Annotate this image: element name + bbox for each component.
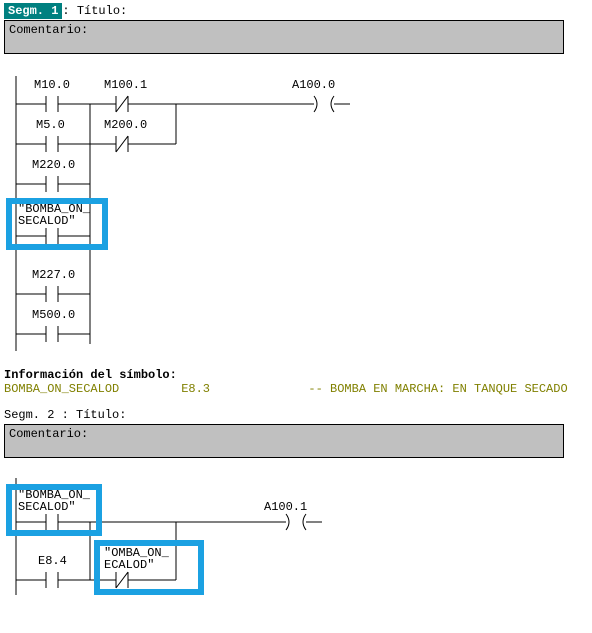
segment-2-ladder: "BOMBA_ON_ SECALOD" A100.1 E8.4 "OMBA_ON… [4,470,588,600]
contact-label: SECALOD" [18,214,76,228]
segment-2-svg: "BOMBA_ON_ SECALOD" A100.1 E8.4 "OMBA_ON… [4,470,574,600]
contact-label: SECALOD" [18,500,76,514]
segment-1-badge: Segm. 1 [4,3,62,19]
symbol-info-line: BOMBA_ON_SECALOD E8.3 -- BOMBA EN MARCHA… [4,382,588,396]
contact-label: M5.0 [36,118,65,132]
contact-label: M100.1 [104,78,147,92]
symbol-comment: -- BOMBA EN MARCHA: EN TANQUE SECADO [308,382,567,396]
segment-1-comment-label: Comentario: [9,23,88,37]
symbol-address: E8.3 [181,382,301,396]
contact-label: M500.0 [32,308,75,322]
contact-label: ECALOD" [104,558,154,572]
segment-1-comment-box: Comentario: [4,20,564,54]
contact-label: M227.0 [32,268,75,282]
contact-label: M220.0 [32,158,75,172]
coil-label: A100.1 [264,500,307,514]
segment-2-title: Segm. 2 : Título: [4,408,126,422]
segment-2-comment-label: Comentario: [9,427,88,441]
segment-1-title-label: : Título: [62,4,127,18]
contact-label: E8.4 [38,554,67,568]
symbol-name: BOMBA_ON_SECALOD [4,382,174,396]
segment-2-header: Segm. 2 : Título: [4,408,588,422]
coil-label: A100.0 [292,78,335,92]
symbol-info: Información del símbolo: BOMBA_ON_SECALO… [4,368,588,396]
segment-1-svg: M10.0 M100.1 A100.0 M5.0 M200.0 [4,66,574,356]
segment-2-comment-box: Comentario: [4,424,564,458]
segment-1-header: Segm. 1: Título: [4,4,588,18]
contact-label: M10.0 [34,78,70,92]
symbol-info-header: Información del símbolo: [4,368,588,382]
contact-label: M200.0 [104,118,147,132]
segment-1-ladder: M10.0 M100.1 A100.0 M5.0 M200.0 [4,66,588,356]
